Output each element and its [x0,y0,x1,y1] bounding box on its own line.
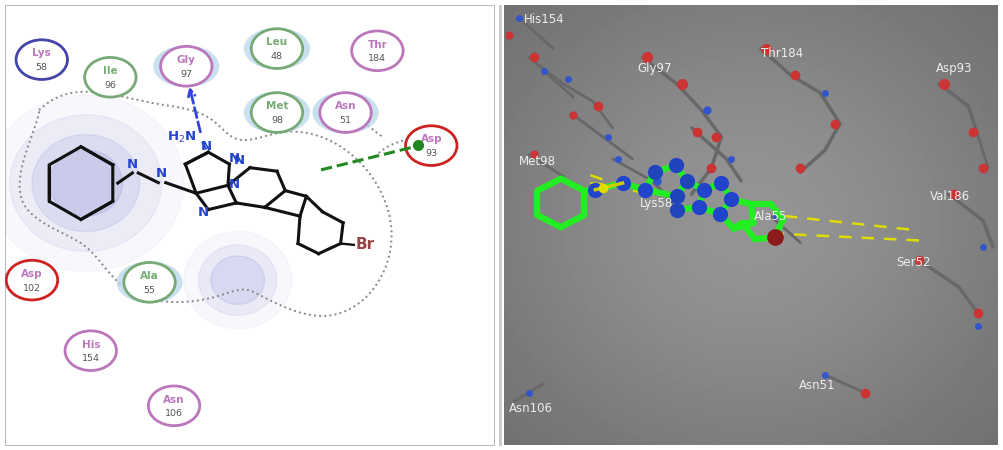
Text: N: N [229,152,240,165]
Text: Met98: Met98 [519,154,556,167]
Text: 51: 51 [339,116,351,125]
Ellipse shape [153,45,220,87]
Text: N: N [155,167,166,180]
Text: 55: 55 [143,286,155,295]
Text: Asp: Asp [21,269,43,279]
Text: H$_2$N: H$_2$N [166,130,196,145]
Text: N: N [228,177,239,190]
Ellipse shape [251,93,302,132]
Ellipse shape [160,46,212,86]
Ellipse shape [405,126,456,166]
Text: Thr184: Thr184 [760,46,802,59]
Ellipse shape [320,93,371,132]
Text: Asn51: Asn51 [798,379,835,392]
Circle shape [49,150,122,216]
Text: N: N [126,158,137,171]
Text: 93: 93 [425,149,437,158]
Circle shape [32,135,139,232]
Text: Ala: Ala [140,271,158,281]
Text: N: N [201,140,212,153]
Ellipse shape [84,58,136,97]
Text: Asn106: Asn106 [509,401,553,414]
FancyBboxPatch shape [5,4,494,446]
Text: Val186: Val186 [929,190,969,203]
Text: Met: Met [266,101,288,111]
Ellipse shape [16,40,67,80]
Text: Gly97: Gly97 [637,62,671,75]
Text: Ser52: Ser52 [896,256,931,269]
Text: Asn: Asn [334,101,356,111]
Text: 102: 102 [23,284,41,292]
Text: 154: 154 [81,354,99,363]
Text: Asp93: Asp93 [936,62,972,75]
Ellipse shape [116,261,183,303]
Text: Leu: Leu [266,37,287,47]
Text: 106: 106 [164,409,183,418]
Ellipse shape [65,331,116,370]
Text: Br: Br [355,237,374,252]
Ellipse shape [244,92,310,134]
Ellipse shape [148,386,200,426]
Text: Asn: Asn [163,395,185,405]
Ellipse shape [312,92,378,134]
Ellipse shape [6,260,57,300]
Text: His: His [81,339,100,350]
Ellipse shape [251,29,302,68]
Text: Thr: Thr [367,40,387,50]
Circle shape [10,115,161,252]
Circle shape [211,256,265,304]
Text: 97: 97 [181,70,193,79]
Circle shape [199,245,277,315]
Ellipse shape [351,31,403,71]
Text: Asp: Asp [420,135,441,144]
Ellipse shape [244,27,310,70]
Text: Gly: Gly [177,55,196,65]
Text: 98: 98 [271,116,283,125]
Text: 48: 48 [271,52,283,61]
Text: Lys: Lys [32,49,51,58]
Text: 96: 96 [104,81,116,90]
Text: 58: 58 [36,63,48,72]
Text: Lys58: Lys58 [639,198,672,210]
Text: N: N [234,154,245,167]
Circle shape [184,232,291,328]
Ellipse shape [123,262,176,302]
Text: Ala55: Ala55 [752,210,786,223]
Text: His154: His154 [524,14,564,27]
Text: N: N [198,206,209,219]
Text: 184: 184 [368,54,386,63]
Circle shape [0,95,184,271]
Text: Ile: Ile [103,66,117,76]
